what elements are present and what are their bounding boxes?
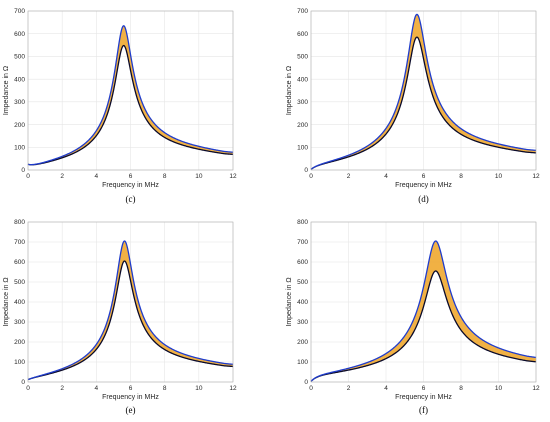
- x-tick-label: 12: [229, 385, 237, 392]
- y-tick-label: 600: [297, 31, 308, 38]
- panel-caption: (c): [126, 194, 136, 204]
- y-tick-label: 400: [297, 76, 308, 83]
- x-tick-label: 0: [309, 385, 313, 392]
- x-tick-label: 8: [163, 385, 167, 392]
- y-tick-label: 100: [14, 144, 25, 151]
- x-axis-label: Frequency in MHz: [102, 182, 159, 189]
- panel-caption: (f): [419, 405, 428, 415]
- chart-panel-c: 0 2 4 6 8 10 12 0 100 200 300 400 500 600 700 Frequency…: [3, 8, 237, 204]
- x-tick-label: 2: [60, 173, 64, 180]
- x-tick-label: 4: [384, 173, 388, 180]
- y-tick-label: 200: [297, 339, 308, 346]
- x-axis-label: Frequency in MHz: [395, 394, 452, 401]
- y-axis-label: Impedance in Ω: [286, 66, 293, 115]
- x-tick-label: 12: [532, 173, 540, 180]
- x-tick-label: 6: [129, 173, 133, 180]
- y-axis-label: Impedance in Ω: [286, 277, 293, 326]
- plot-frame: [27, 10, 234, 171]
- y-axis-label: Impedance in Ω: [3, 277, 10, 326]
- x-tick-label: 0: [26, 385, 30, 392]
- x-tick-label: 10: [495, 385, 503, 392]
- y-tick-label: 0: [304, 167, 308, 174]
- x-tick-label: 4: [384, 385, 388, 392]
- y-tick-label: 300: [14, 319, 25, 326]
- y-tick-label: 100: [297, 359, 308, 366]
- y-tick-label: 200: [14, 122, 25, 129]
- band-fill: [28, 241, 233, 380]
- y-tick-label: 0: [21, 379, 25, 386]
- y-tick-label: 300: [297, 99, 308, 106]
- x-tick-label: 12: [229, 173, 237, 180]
- lower-curve: [27, 260, 234, 381]
- x-tick-label: 10: [195, 385, 203, 392]
- y-tick-label: 200: [297, 122, 308, 129]
- x-tick-label: 8: [459, 385, 463, 392]
- y-tick-label: 400: [14, 76, 25, 83]
- y-tick-label: 500: [297, 279, 308, 286]
- x-tick-label: 0: [309, 173, 313, 180]
- chart-panel-d: 0 2 4 6 8 10 12 0 100 200 300 400 500 600 700 Frequency…: [286, 8, 540, 204]
- x-tick-label: 4: [95, 173, 99, 180]
- x-tick-label: 6: [129, 385, 133, 392]
- y-tick-label: 600: [14, 259, 25, 266]
- y-tick-label: 600: [14, 31, 25, 38]
- x-tick-label: 4: [95, 385, 99, 392]
- upper-curve: [27, 25, 234, 166]
- upper-curve: [310, 240, 537, 382]
- y-tick-label: 800: [14, 219, 25, 226]
- y-tick-label: 800: [297, 219, 308, 226]
- upper-curve: [310, 13, 537, 170]
- y-tick-label: 500: [14, 54, 25, 61]
- y-tick-label: 700: [297, 8, 308, 15]
- x-axis-label: Frequency in MHz: [102, 394, 159, 401]
- x-axis-label: Frequency in MHz: [395, 182, 452, 189]
- y-tick-label: 200: [14, 339, 25, 346]
- y-tick-label: 0: [21, 167, 25, 174]
- y-tick-label: 700: [14, 8, 25, 15]
- y-tick-label: 700: [297, 239, 308, 246]
- y-tick-label: 300: [14, 99, 25, 106]
- x-tick-label: 10: [195, 173, 203, 180]
- panel-caption: (d): [418, 194, 429, 204]
- x-tick-label: 8: [459, 173, 463, 180]
- plot-frame: [310, 10, 537, 171]
- band-fill: [311, 14, 536, 170]
- lower-curve: [310, 270, 537, 382]
- x-tick-label: 2: [347, 385, 351, 392]
- chart-panel-e: 0 2 4 6 8 10 12 0 100 200 300 400 500 600 700 800 Freque…: [3, 219, 237, 415]
- y-tick-label: 700: [14, 239, 25, 246]
- x-tick-label: 0: [26, 173, 30, 180]
- x-tick-label: 10: [495, 173, 503, 180]
- x-tick-label: 6: [422, 173, 426, 180]
- y-tick-label: 100: [14, 359, 25, 366]
- plot-frame: [27, 221, 234, 383]
- plot-frame: [310, 221, 537, 383]
- y-tick-label: 600: [297, 259, 308, 266]
- y-tick-label: 400: [297, 299, 308, 306]
- y-tick-label: 300: [297, 319, 308, 326]
- x-tick-label: 2: [60, 385, 64, 392]
- y-tick-label: 500: [297, 54, 308, 61]
- y-tick-label: 400: [14, 299, 25, 306]
- lower-curve: [27, 44, 234, 166]
- x-tick-label: 12: [532, 385, 540, 392]
- y-tick-label: 100: [297, 144, 308, 151]
- x-tick-label: 2: [347, 173, 351, 180]
- upper-curve: [27, 240, 234, 381]
- band-fill: [28, 25, 233, 165]
- lower-curve: [310, 36, 537, 170]
- y-tick-label: 0: [304, 379, 308, 386]
- y-axis-label: Impedance in Ω: [3, 66, 10, 115]
- x-tick-label: 6: [422, 385, 426, 392]
- y-tick-label: 500: [14, 279, 25, 286]
- chart-panel-f: 0 2 4 6 8 10 12 0 100 200 300 400 500 600 700 800 Freque…: [286, 219, 540, 415]
- x-tick-label: 8: [163, 173, 167, 180]
- panel-caption: (e): [126, 405, 136, 415]
